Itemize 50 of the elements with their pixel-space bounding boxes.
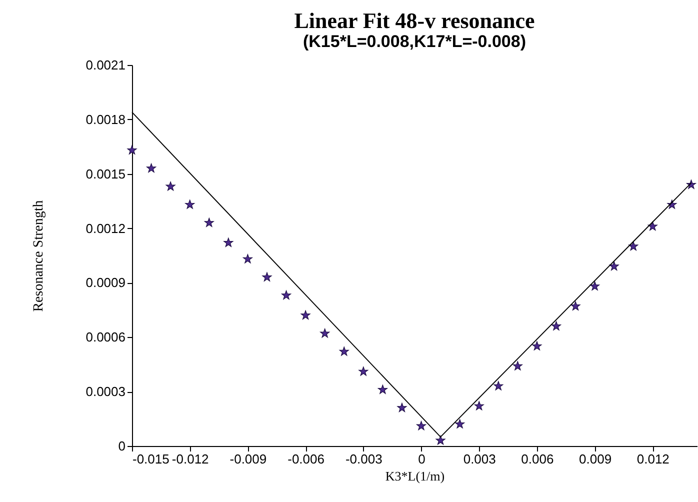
chart-title: Linear Fit 48-v resonance [294, 8, 536, 33]
point [628, 241, 638, 251]
y-tick-label: 0 [118, 438, 126, 454]
point [532, 341, 542, 350]
point [494, 381, 504, 390]
point [242, 254, 253, 264]
point [224, 238, 234, 247]
point [570, 301, 580, 310]
point [320, 328, 330, 338]
x-tick-label: 0.003 [463, 452, 496, 466]
point [455, 419, 465, 428]
x-axis-title: K3*L(1/m) [385, 468, 445, 484]
x-tick-label: -0.009 [230, 452, 267, 466]
point [358, 366, 368, 376]
point [648, 221, 658, 231]
point [300, 310, 310, 320]
chart-subtitle: (K15*L=0.008,K17*L=-0.008) [302, 32, 526, 51]
point [436, 436, 446, 445]
point [512, 361, 522, 370]
point [166, 182, 176, 191]
point [609, 261, 619, 271]
x-tick-label: 0.009 [579, 452, 612, 466]
point [378, 384, 388, 394]
point [397, 402, 407, 412]
point [416, 421, 426, 430]
y-tick-label: 0.0015 [86, 166, 126, 182]
x-tick-label: -0.006 [288, 452, 324, 466]
point [204, 218, 214, 227]
point [146, 163, 156, 173]
point [185, 200, 195, 209]
x-tick-label: -0.012 [172, 452, 209, 466]
point [474, 401, 484, 410]
point [339, 346, 349, 356]
x-tick-label: -0.015 [132, 452, 170, 466]
point [262, 272, 272, 282]
y-tick-label: 0.0021 [86, 58, 126, 72]
x-tick-label: -0.003 [345, 452, 382, 466]
y-tick-label: 0.0003 [86, 384, 126, 400]
point [281, 290, 292, 300]
y-tick-label: 0.0012 [86, 220, 126, 236]
y-axis-title: Resonance Strength [32, 200, 47, 312]
x-tick-label: 0.012 [636, 452, 670, 466]
x-tick-label: 0.006 [521, 452, 554, 466]
y-tick-label: 0.0006 [86, 330, 126, 345]
point [127, 145, 137, 154]
y-tick-label: 0.0018 [86, 112, 126, 127]
y-tick-label: 0.0009 [86, 275, 126, 290]
x-tick-label: 0 [418, 452, 426, 466]
point [590, 281, 600, 290]
point [551, 321, 562, 330]
